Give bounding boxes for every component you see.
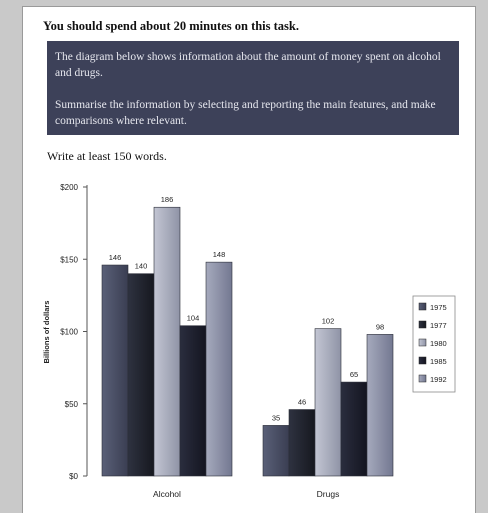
data-label: 102 (322, 317, 335, 326)
data-label: 35 (272, 413, 280, 422)
bar-alcohol-1977 (127, 273, 155, 477)
data-label: 104 (187, 314, 200, 323)
bar-alcohol-1992 (205, 261, 233, 477)
bar-drugs-1977 (288, 409, 316, 477)
y-tick-label: $150 (60, 255, 78, 264)
bar-drugs-1980 (314, 328, 342, 477)
y-tick-label: $0 (69, 472, 78, 481)
data-label: 98 (376, 322, 384, 331)
legend-swatch (418, 320, 427, 329)
bar-drugs-1985 (340, 381, 368, 477)
prompt-instruction: Summarise the information by selecting a… (55, 99, 436, 127)
legend-swatch (418, 302, 427, 311)
category-label: Alcohol (153, 489, 181, 499)
task-sheet: You should spend about 20 minutes on thi… (22, 6, 476, 513)
chart-bars (101, 206, 394, 477)
bar-drugs-1975 (262, 425, 290, 477)
legend-swatch (418, 356, 427, 365)
bar-alcohol-1975 (101, 264, 129, 477)
y-tick-label: $50 (65, 400, 79, 409)
chart-axes: $0 $50 $100 $150 $200 Billions of dollars Alco… (42, 183, 339, 499)
y-axis-label: Billions of dollars (42, 301, 51, 364)
data-label: 146 (109, 253, 122, 262)
legend-swatch (418, 338, 427, 347)
legend-label: 1980 (430, 339, 447, 348)
prompt-box: The diagram below shows information abou… (47, 41, 459, 135)
data-label: 148 (213, 250, 226, 259)
y-tick-label: $200 (60, 183, 78, 192)
bar-alcohol-1985 (179, 325, 207, 477)
task-instruction: You should spend about 20 minutes on thi… (43, 19, 299, 33)
legend-label: 1975 (430, 303, 447, 312)
y-tick-label: $100 (60, 328, 78, 337)
prompt-description: The diagram below shows information abou… (55, 51, 441, 79)
chart-legend: 1975 1977 1980 1985 1992 (412, 295, 456, 393)
chart-labels: 146 140 186 104 148 35 46 102 65 98 (109, 195, 384, 422)
data-label: 140 (135, 262, 148, 271)
word-count-note: Write at least 150 words. (47, 149, 167, 163)
legend-swatch (418, 374, 427, 383)
bar-drugs-1992 (366, 334, 394, 477)
bar-alcohol-1980 (153, 206, 181, 477)
data-label: 46 (298, 398, 306, 407)
category-label: Drugs (317, 489, 340, 499)
legend-label: 1992 (430, 375, 447, 384)
data-label: 65 (350, 370, 358, 379)
legend-label: 1977 (430, 321, 447, 330)
data-label: 186 (161, 195, 174, 204)
legend-label: 1985 (430, 357, 447, 366)
